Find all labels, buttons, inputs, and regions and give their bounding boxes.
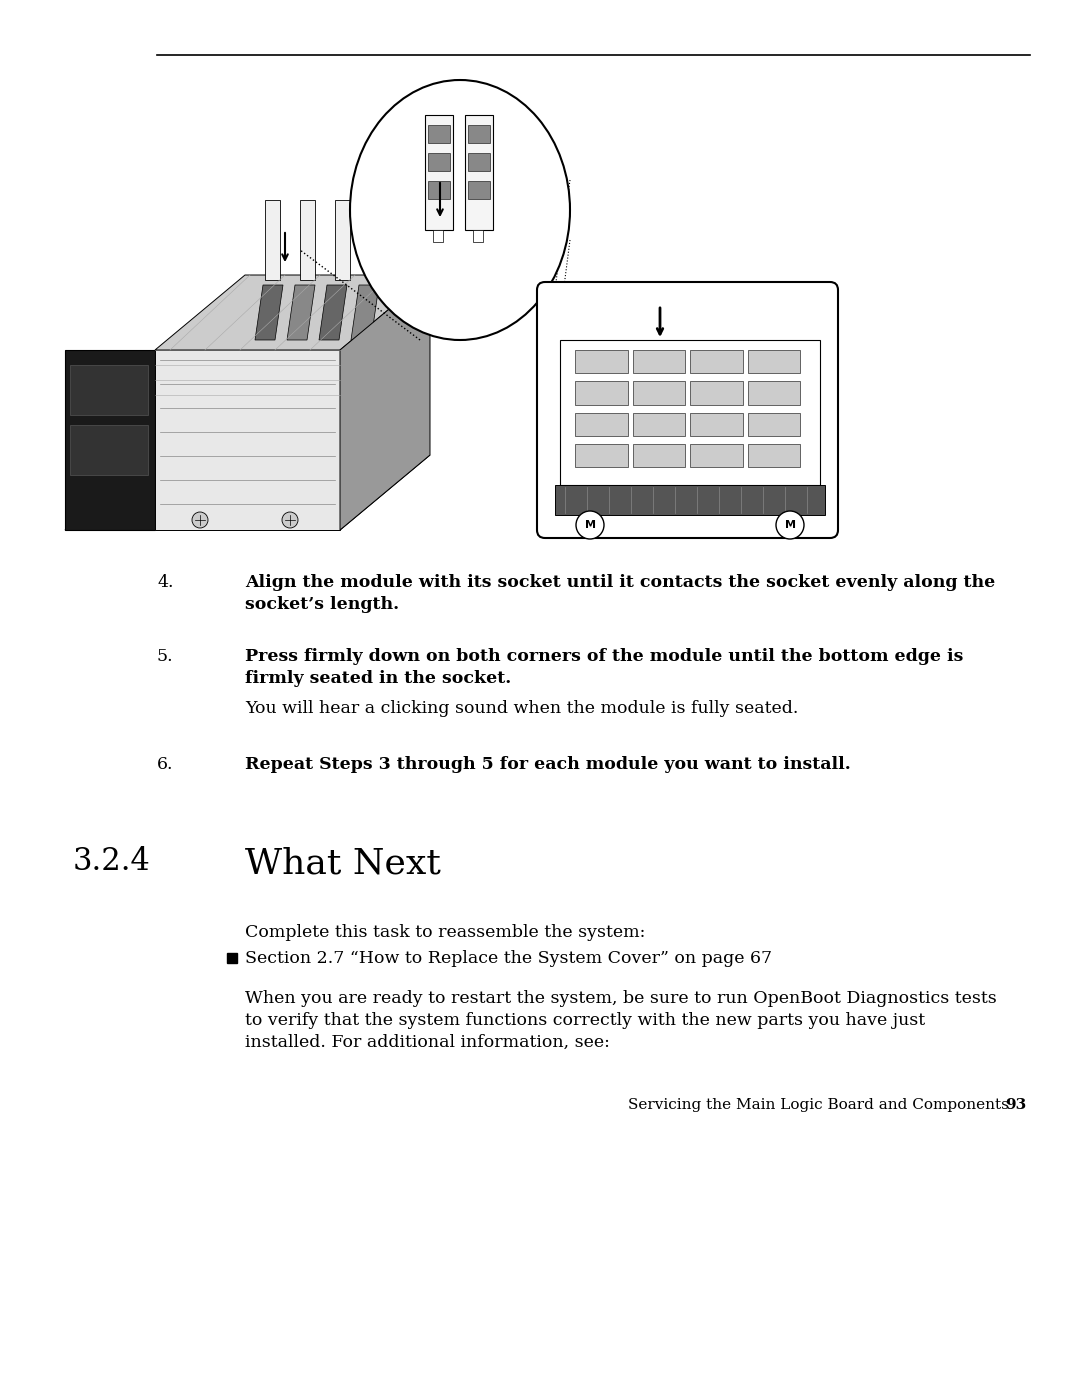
Text: Section 2.7 “How to Replace the System Cover” on page 67: Section 2.7 “How to Replace the System C… [245,950,772,967]
Polygon shape [433,231,443,242]
Polygon shape [426,115,453,231]
Polygon shape [300,200,315,279]
Circle shape [777,511,804,539]
Polygon shape [575,444,627,467]
Polygon shape [575,412,627,436]
Text: socket’s length.: socket’s length. [245,597,400,613]
Polygon shape [227,953,237,963]
Polygon shape [633,444,685,467]
Text: M: M [584,520,595,529]
FancyBboxPatch shape [537,282,838,538]
Polygon shape [287,285,315,339]
Polygon shape [156,351,340,529]
Polygon shape [555,485,825,515]
Polygon shape [690,381,743,405]
Polygon shape [561,339,820,485]
Polygon shape [747,412,800,436]
Polygon shape [255,285,283,339]
Polygon shape [473,231,483,242]
Text: M: M [784,520,796,529]
Polygon shape [690,444,743,467]
Text: Press firmly down on both corners of the module until the bottom edge is: Press firmly down on both corners of the… [245,648,963,665]
Polygon shape [468,124,490,142]
Polygon shape [335,200,350,279]
Polygon shape [747,444,800,467]
Polygon shape [468,182,490,198]
Text: When you are ready to restart the system, be sure to run OpenBoot Diagnostics te: When you are ready to restart the system… [245,990,997,1007]
Ellipse shape [350,80,570,339]
Polygon shape [70,425,148,475]
Text: 93: 93 [1005,1098,1026,1112]
Polygon shape [465,115,492,231]
Polygon shape [340,275,430,529]
Text: 4.: 4. [157,574,174,591]
Polygon shape [747,351,800,373]
Text: 6.: 6. [157,756,174,773]
Polygon shape [633,351,685,373]
Text: Complete this task to reassemble the system:: Complete this task to reassemble the sys… [245,923,646,942]
Text: You will hear a clicking sound when the module is fully seated.: You will hear a clicking sound when the … [245,700,798,717]
Text: firmly seated in the socket.: firmly seated in the socket. [245,671,511,687]
Text: Servicing the Main Logic Board and Components: Servicing the Main Logic Board and Compo… [627,1098,1009,1112]
Polygon shape [265,200,280,279]
Polygon shape [633,381,685,405]
Polygon shape [690,351,743,373]
Polygon shape [690,412,743,436]
Polygon shape [65,351,156,529]
Polygon shape [575,381,627,405]
Circle shape [576,511,604,539]
Polygon shape [65,455,430,529]
Polygon shape [156,275,430,351]
Polygon shape [575,351,627,373]
Text: Repeat Steps 3 through 5 for each module you want to install.: Repeat Steps 3 through 5 for each module… [245,756,851,773]
Polygon shape [633,412,685,436]
Text: Align the module with its socket until it contacts the socket evenly along the: Align the module with its socket until i… [245,574,996,591]
Text: 5.: 5. [157,648,174,665]
Text: to verify that the system functions correctly with the new parts you have just: to verify that the system functions corr… [245,1011,926,1030]
Text: 3.2.4: 3.2.4 [73,847,151,877]
Polygon shape [319,285,347,339]
Polygon shape [468,154,490,170]
Polygon shape [747,381,800,405]
Circle shape [282,511,298,528]
Polygon shape [428,124,450,142]
Text: What Next: What Next [245,847,441,880]
Polygon shape [70,365,148,415]
Polygon shape [428,182,450,198]
Polygon shape [428,154,450,170]
Polygon shape [351,285,379,339]
Text: installed. For additional information, see:: installed. For additional information, s… [245,1034,610,1051]
Circle shape [192,511,208,528]
